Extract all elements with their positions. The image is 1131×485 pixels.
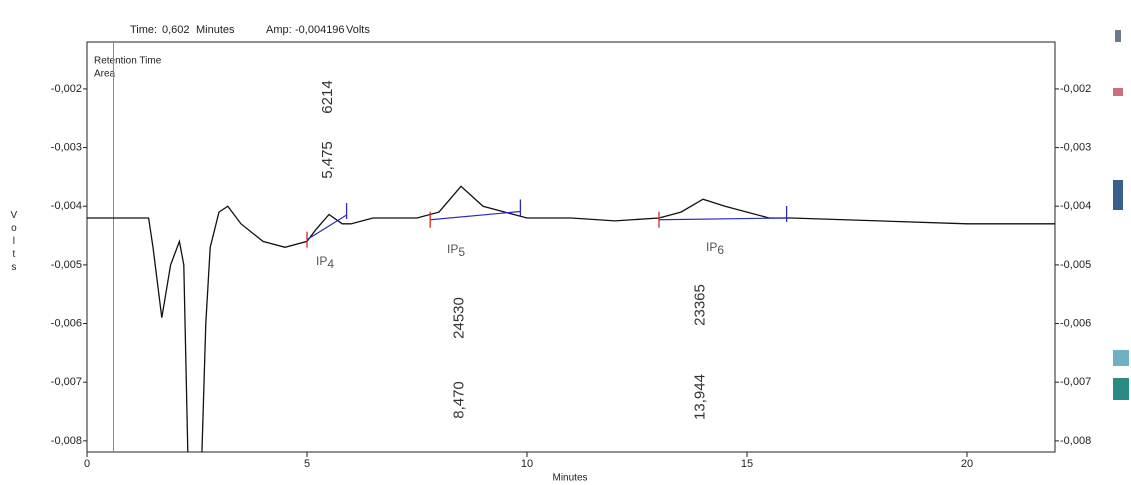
peak-label: IP6 bbox=[706, 240, 724, 257]
peak-retention: 13,944 bbox=[692, 374, 709, 420]
peak-area: 24530 bbox=[451, 297, 468, 339]
peak-label-sub: 4 bbox=[327, 257, 334, 271]
peak-label-text: IP bbox=[447, 242, 458, 256]
trace bbox=[87, 185, 1055, 452]
side-fragments bbox=[1113, 30, 1129, 400]
y2-tick-label: -0,007 bbox=[1060, 376, 1091, 388]
peak-label: IP5 bbox=[447, 242, 465, 259]
peak-baseline bbox=[306, 214, 347, 241]
header-time-unit: Minutes bbox=[196, 24, 235, 36]
peak-baseline bbox=[430, 210, 521, 221]
y2-tick-label: -0,004 bbox=[1060, 200, 1091, 212]
y2-tick-label: -0,003 bbox=[1060, 141, 1091, 153]
y-tick-label: -0,003 bbox=[51, 141, 82, 153]
x-tick-label: 15 bbox=[741, 458, 753, 470]
header-amp: -0,004196 bbox=[295, 24, 345, 36]
peak-area: 6214 bbox=[319, 80, 336, 113]
y2-tick-label: -0,006 bbox=[1060, 317, 1091, 329]
y-tick-label: -0,006 bbox=[51, 317, 82, 329]
peak-label-text: IP bbox=[706, 240, 717, 254]
header-time: 0,602 bbox=[162, 24, 190, 36]
y-tick-label: -0,002 bbox=[51, 83, 82, 95]
x-tick-label: 0 bbox=[84, 458, 90, 470]
legend-item: Area bbox=[94, 69, 116, 80]
y-tick-label: -0,004 bbox=[51, 200, 82, 212]
y2-tick-label: -0,002 bbox=[1060, 83, 1091, 95]
legend-item: Retention Time bbox=[94, 56, 162, 67]
peak-label-sub: 5 bbox=[458, 245, 465, 259]
peak-baseline bbox=[658, 217, 787, 221]
peak-label-text: IP bbox=[316, 254, 327, 268]
y2-tick-label: -0,005 bbox=[1060, 259, 1091, 271]
peak-label: IP4 bbox=[316, 254, 334, 271]
header-amp-caption: Amp: bbox=[266, 24, 292, 36]
x-tick-label: 20 bbox=[961, 458, 973, 470]
x-tick-label: 10 bbox=[521, 458, 533, 470]
plot-frame bbox=[86, 41, 1056, 453]
peak-retention: 5,475 bbox=[319, 141, 336, 179]
header-amp-unit: Volts bbox=[346, 24, 370, 36]
x-tick-label: 5 bbox=[304, 458, 310, 470]
y-tick-label: -0,008 bbox=[51, 435, 82, 447]
peak-retention: 8,470 bbox=[451, 381, 468, 419]
header-time-caption: Time: bbox=[130, 24, 157, 36]
peak-area: 23365 bbox=[692, 284, 709, 326]
y2-tick-label: -0,008 bbox=[1060, 435, 1091, 447]
y-tick-label: -0,007 bbox=[51, 376, 82, 388]
y-tick-label: -0,005 bbox=[51, 259, 82, 271]
peak-label-sub: 6 bbox=[717, 243, 724, 257]
x-axis-label: Minutes bbox=[552, 473, 587, 484]
plot-area bbox=[87, 185, 1055, 452]
y-axis-label: Volts bbox=[8, 210, 19, 275]
